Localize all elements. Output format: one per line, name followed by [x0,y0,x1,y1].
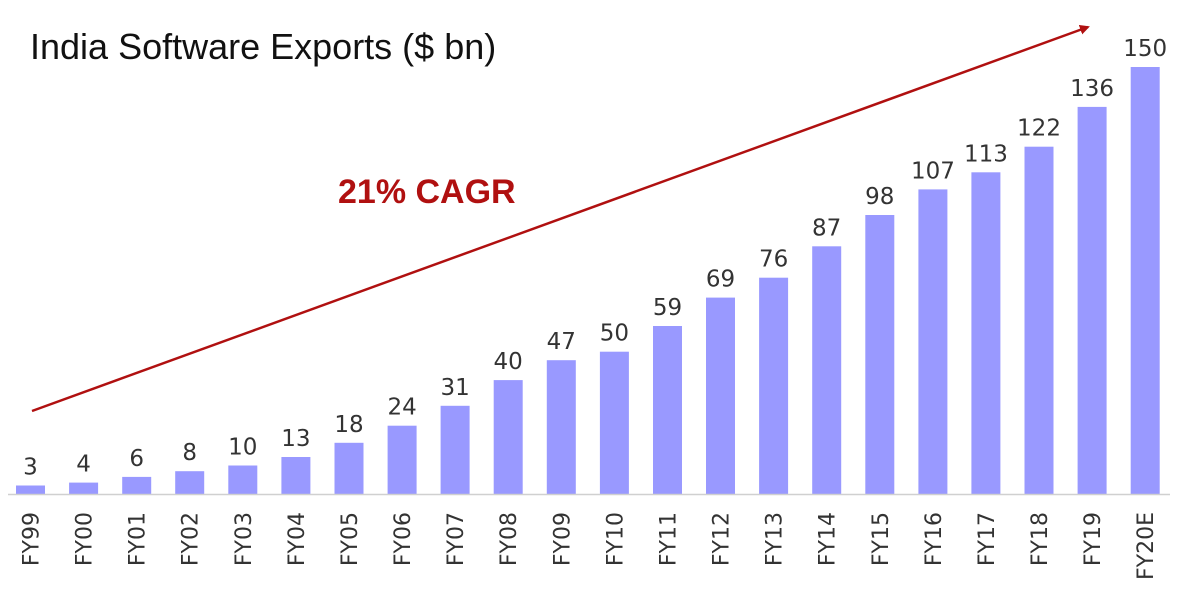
x-tick-label-fy11: FY11 [657,512,682,566]
bar-fy03 [228,465,258,494]
value-label-fy05: 18 [334,412,363,438]
bar-fy17 [971,172,1001,495]
value-label-fy06: 24 [387,395,416,421]
x-tick-label-fy01: FY01 [126,512,151,566]
x-tick-label-fy17: FY17 [975,512,1000,566]
value-label-fy20e: 150 [1123,36,1167,62]
value-label-fy01: 6 [129,446,144,472]
x-tick-label-fy10: FY10 [603,512,628,566]
x-tick-label-fy12: FY12 [710,512,735,566]
x-tick-label-fy02: FY02 [179,512,204,566]
x-tick-label-fy08: FY08 [497,512,522,566]
cagr-trend-arrow [31,25,1090,413]
bar-fy11 [653,326,682,494]
x-tick-label-fy06: FY06 [391,512,416,566]
bar-fy15 [865,215,895,494]
bar-fy06 [387,425,417,494]
value-label-fy03: 10 [228,435,257,461]
x-tick-label-fy15: FY15 [869,512,894,566]
value-label-fy15: 98 [865,184,894,210]
value-label-fy17: 113 [964,141,1008,167]
value-label-fy19: 136 [1070,76,1114,102]
x-tick-label-fy05: FY05 [338,512,363,566]
value-label-fy09: 47 [547,329,576,355]
bars-layer [16,67,1160,495]
x-tick-label-fy14: FY14 [816,512,841,566]
bar-fy16 [918,189,948,494]
x-tick-label-fy99: FY99 [20,512,45,566]
bar-fy08 [493,380,523,494]
bar-fy13 [759,277,789,494]
value-label-fy99: 3 [23,455,38,481]
bar-fy04 [281,457,311,494]
value-labels-layer: 3 4 6 8 10 13 18 24 31 40 47 50 59 69 76 87 98 107 113 122 1… [23,36,1167,481]
value-label-fy12: 69 [706,267,735,293]
x-tick-label-fy20e: FY20E [1134,512,1159,580]
x-tick-label-fy09: FY09 [550,512,575,566]
value-label-fy02: 8 [182,440,197,466]
x-tick-label-fy18: FY18 [1028,512,1053,566]
x-tick-labels-layer: FY99 FY00 FY01 FY02 FY03 FY04 FY05 FY06 FY07 FY08… [20,512,1160,580]
bar-fy12 [706,297,735,494]
bar-fy09 [546,360,576,494]
x-tick-label-fy07: FY07 [444,512,469,566]
bar-fy14 [812,246,842,494]
x-tick-label-fy00: FY00 [73,512,98,566]
value-label-fy11: 59 [653,295,682,321]
bar-fy07 [440,405,470,494]
value-label-fy14: 87 [812,215,841,241]
cagr-annotation: 21% CAGR [338,173,516,211]
value-label-fy00: 4 [76,452,91,478]
bar-fy99 [16,485,45,494]
x-tick-label-fy04: FY04 [285,512,310,566]
x-tick-label-fy03: FY03 [232,512,257,566]
value-label-fy13: 76 [759,247,788,273]
chart-title: India Software Exports ($ bn) [30,26,497,67]
value-label-fy16: 107 [911,158,955,184]
bar-fy10 [599,351,629,494]
bar-fy02 [175,471,205,494]
value-label-fy10: 50 [600,321,629,347]
x-tick-label-fy13: FY13 [763,512,788,566]
bar-fy05 [334,442,364,494]
x-tick-label-fy16: FY16 [922,512,947,566]
bar-fy01 [122,476,152,494]
x-tick-label-fy19: FY19 [1081,512,1106,566]
value-label-fy04: 13 [281,426,310,452]
value-label-fy08: 40 [494,349,523,375]
bar-fy00 [69,482,99,494]
bar-fy20e [1130,67,1160,494]
bar-fy19 [1077,106,1107,495]
value-label-fy07: 31 [440,375,469,401]
value-label-fy18: 122 [1017,116,1061,142]
bar-fy18 [1024,146,1054,494]
